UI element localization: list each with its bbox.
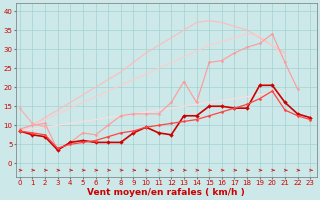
X-axis label: Vent moyen/en rafales ( km/h ): Vent moyen/en rafales ( km/h ) <box>87 188 245 197</box>
